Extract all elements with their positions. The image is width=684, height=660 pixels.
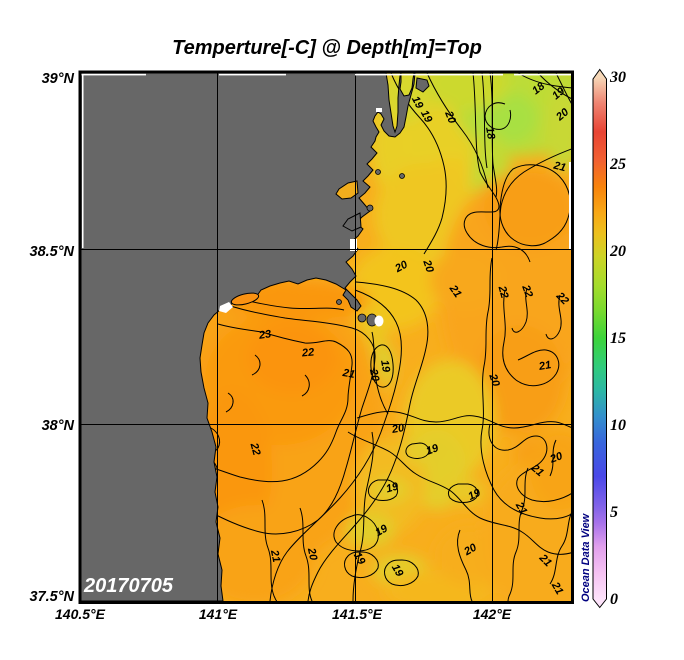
svg-text:23: 23: [257, 328, 272, 342]
svg-text:20: 20: [609, 243, 626, 260]
svg-text:20: 20: [486, 372, 502, 389]
svg-text:Ocean Data View: Ocean Data View: [580, 512, 592, 602]
svg-text:21: 21: [551, 159, 567, 174]
svg-text:Temperture[-C] @ Depth[m]=Top: Temperture[-C] @ Depth[m]=Top: [172, 37, 482, 59]
svg-text:37.5°N: 37.5°N: [30, 589, 75, 605]
svg-text:19: 19: [385, 480, 401, 495]
svg-text:22: 22: [247, 441, 262, 457]
svg-text:22: 22: [519, 283, 535, 300]
svg-text:38°N: 38°N: [42, 418, 75, 434]
svg-text:20: 20: [305, 546, 320, 562]
svg-text:25: 25: [609, 156, 626, 173]
svg-text:21: 21: [548, 579, 565, 596]
svg-text:5: 5: [610, 504, 618, 521]
svg-text:19: 19: [466, 487, 483, 503]
svg-text:20: 20: [390, 422, 406, 436]
svg-text:22: 22: [495, 284, 510, 300]
svg-text:18: 18: [483, 126, 497, 141]
svg-text:20: 20: [392, 258, 410, 275]
svg-text:39°N: 39°N: [42, 71, 75, 87]
svg-text:30: 30: [609, 69, 626, 86]
svg-text:21: 21: [341, 367, 356, 381]
svg-text:21: 21: [268, 548, 282, 563]
svg-text:140.5°E: 140.5°E: [55, 606, 106, 622]
svg-text:141°E: 141°E: [199, 606, 238, 622]
svg-text:20: 20: [548, 450, 565, 466]
svg-text:15: 15: [610, 330, 626, 347]
svg-text:19: 19: [378, 359, 392, 374]
svg-text:20: 20: [420, 258, 436, 275]
svg-text:142°E: 142°E: [473, 606, 512, 622]
svg-text:19: 19: [425, 442, 441, 458]
svg-text:20170705: 20170705: [83, 575, 174, 597]
svg-text:141.5°E: 141.5°E: [332, 606, 383, 622]
svg-text:22: 22: [300, 346, 314, 359]
svg-text:38.5°N: 38.5°N: [30, 244, 75, 260]
svg-text:21: 21: [537, 359, 552, 373]
svg-text:10: 10: [610, 417, 626, 434]
svg-text:20: 20: [442, 109, 458, 127]
svg-text:20: 20: [367, 367, 382, 383]
svg-text:0: 0: [610, 591, 618, 608]
svg-text:21: 21: [512, 499, 529, 516]
